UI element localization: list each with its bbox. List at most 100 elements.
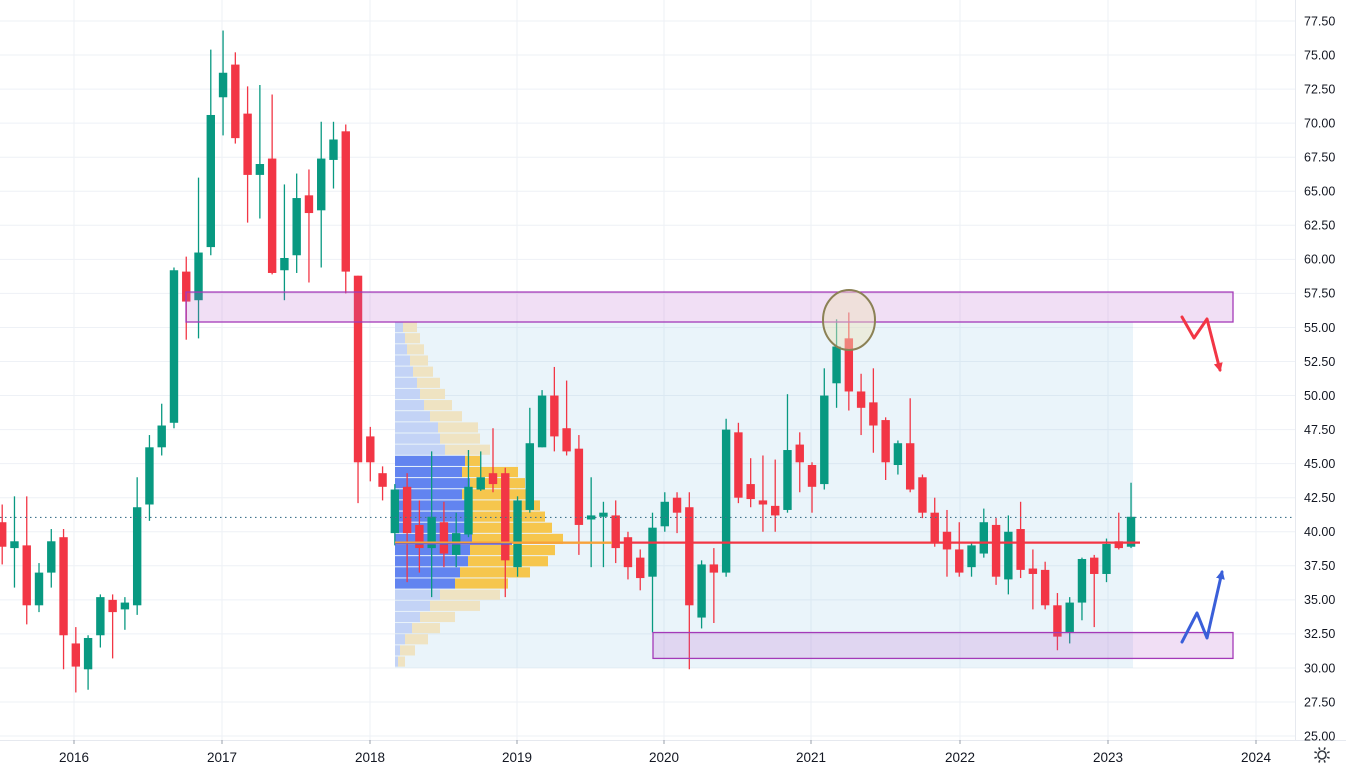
profile-up-bar [395, 322, 403, 333]
candle[interactable] [1004, 515, 1013, 595]
candle[interactable] [783, 394, 792, 513]
candle[interactable] [427, 451, 436, 598]
candle[interactable] [1077, 557, 1087, 621]
candle[interactable] [341, 124, 350, 294]
candle[interactable] [366, 426, 375, 482]
candle[interactable] [869, 368, 878, 453]
time-axis[interactable]: 2016 2017 2018 2019 2020 2021 2022 2023 2024 [59, 740, 1272, 765]
candle[interactable] [660, 492, 669, 532]
candle[interactable] [807, 462, 817, 513]
candle[interactable] [771, 459, 780, 532]
candle[interactable] [206, 49, 215, 256]
candle[interactable] [145, 435, 154, 521]
candle[interactable] [378, 466, 387, 501]
highlight-circle[interactable] [822, 289, 876, 351]
axis-settings-gear-icon[interactable] [1311, 744, 1333, 766]
candle[interactable] [243, 86, 252, 223]
candle[interactable] [893, 440, 903, 475]
candle[interactable] [22, 496, 31, 625]
candle[interactable] [672, 492, 682, 534]
candle[interactable] [169, 267, 179, 429]
candle[interactable] [979, 508, 988, 558]
candle[interactable] [611, 500, 620, 564]
candle[interactable] [390, 484, 400, 546]
candle[interactable] [464, 450, 473, 538]
candle[interactable] [1102, 538, 1111, 583]
candle[interactable] [648, 512, 657, 633]
price-tick-label: 47.50 [1304, 423, 1335, 437]
candle[interactable] [525, 407, 535, 513]
candle[interactable] [231, 52, 240, 144]
candle[interactable] [280, 184, 289, 301]
candle[interactable] [108, 594, 117, 659]
candle[interactable] [574, 435, 584, 555]
candle[interactable] [881, 417, 890, 480]
candle[interactable] [96, 594, 105, 648]
candle[interactable] [194, 177, 203, 339]
candle[interactable] [721, 418, 731, 577]
candle[interactable] [71, 627, 81, 693]
candle[interactable] [353, 275, 363, 504]
candle[interactable] [329, 121, 338, 189]
candle[interactable] [415, 500, 424, 573]
candle[interactable] [991, 518, 1001, 585]
candle[interactable] [317, 121, 326, 268]
candle[interactable] [1126, 482, 1136, 549]
price-tick-label: 62.50 [1304, 219, 1335, 233]
candle[interactable] [636, 549, 645, 591]
candle[interactable] [488, 428, 498, 493]
candle[interactable] [918, 474, 927, 519]
candle[interactable] [685, 492, 694, 670]
candle[interactable] [746, 458, 755, 508]
candle[interactable] [550, 366, 559, 452]
candle[interactable] [1053, 593, 1062, 651]
candle[interactable] [832, 319, 841, 408]
candle[interactable] [267, 94, 277, 275]
bullish-arrow[interactable] [1180, 570, 1225, 644]
candle[interactable] [304, 169, 314, 283]
candle[interactable] [1040, 561, 1050, 610]
candle[interactable] [537, 390, 547, 448]
candle[interactable] [1065, 597, 1074, 644]
candle[interactable] [476, 451, 485, 491]
candle[interactable] [967, 542, 976, 577]
support-zone[interactable] [652, 631, 1234, 660]
candle[interactable] [844, 312, 854, 411]
candle[interactable] [501, 467, 510, 598]
candle[interactable] [1090, 554, 1099, 628]
candle[interactable] [255, 85, 265, 219]
candle[interactable] [513, 496, 522, 577]
candle[interactable] [402, 473, 412, 583]
candle[interactable] [856, 373, 866, 436]
candle[interactable] [10, 496, 19, 588]
candle[interactable] [0, 504, 7, 565]
candle[interactable] [59, 529, 68, 670]
candle[interactable] [83, 635, 93, 690]
candle[interactable] [157, 403, 166, 456]
candle[interactable] [905, 398, 915, 493]
candle[interactable] [562, 380, 571, 456]
candle[interactable] [930, 497, 939, 547]
candle[interactable] [439, 501, 449, 568]
candle[interactable] [758, 455, 768, 532]
candle[interactable] [734, 422, 743, 504]
candle[interactable] [1028, 549, 1038, 610]
price-axis[interactable]: 77.50 75.00 72.50 70.00 67.50 65.00 62.50 60.00… [1304, 14, 1335, 743]
candle[interactable] [34, 563, 44, 613]
resistance-zone[interactable] [185, 291, 1234, 323]
candle[interactable] [955, 522, 964, 577]
candle[interactable] [218, 30, 228, 136]
candle[interactable] [132, 477, 142, 615]
candle[interactable] [623, 531, 633, 580]
candle[interactable] [120, 597, 130, 630]
bearish-arrow[interactable] [1180, 315, 1223, 372]
candle[interactable] [1016, 501, 1025, 579]
candle[interactable] [599, 501, 608, 568]
candle[interactable] [795, 432, 804, 493]
candle[interactable] [697, 560, 706, 629]
candle[interactable] [820, 368, 829, 490]
candle[interactable] [47, 529, 56, 588]
candle[interactable] [292, 173, 301, 273]
candle[interactable] [709, 548, 719, 624]
